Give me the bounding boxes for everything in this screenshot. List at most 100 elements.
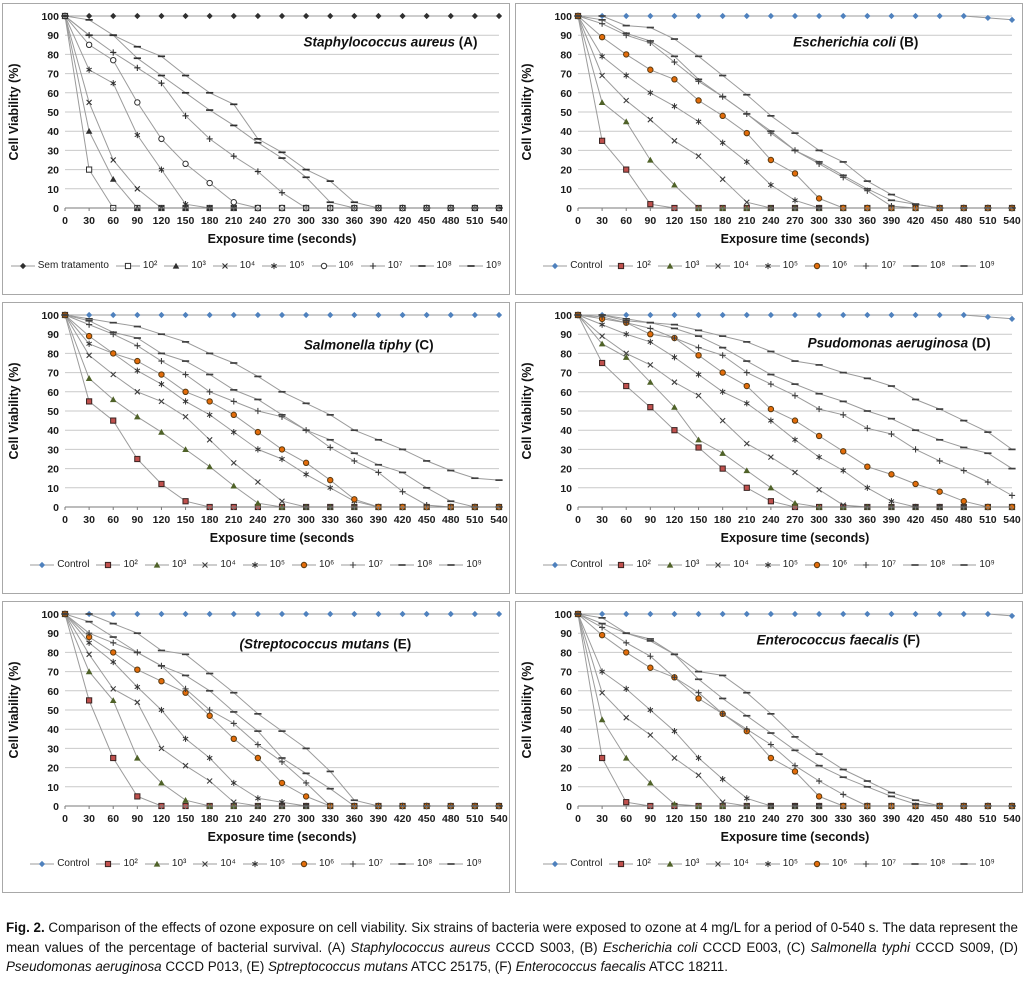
x-marker <box>719 176 726 183</box>
diamond-marker <box>647 610 654 618</box>
diamond-marker <box>912 311 919 319</box>
legend-item: 10⁸ <box>390 559 432 570</box>
y-tick-label: 20 <box>560 464 572 476</box>
circle-marker <box>254 754 262 762</box>
square-marker <box>743 484 750 491</box>
asterisk-marker <box>792 197 798 204</box>
legend-item: 10⁸ <box>409 260 452 271</box>
asterisk-marker <box>719 139 726 146</box>
circle-marker <box>695 97 702 104</box>
x-tick-label: 450 <box>931 215 949 227</box>
x-marker <box>110 371 117 378</box>
diamond-marker <box>984 14 991 22</box>
x-tick-label: 330 <box>321 813 339 825</box>
x-marker <box>206 778 213 784</box>
plus-marker <box>791 392 799 399</box>
x-axis-title: Exposure time (seconds) <box>721 232 870 246</box>
triangle-marker <box>598 340 606 347</box>
x-marker <box>647 116 654 123</box>
y-tick-label: 70 <box>560 368 572 380</box>
asterisk-marker <box>158 166 165 173</box>
x-tick-label: 270 <box>273 813 291 825</box>
asterisk-marker <box>695 371 702 378</box>
asterisk-marker <box>599 668 605 675</box>
x-tick-label: 90 <box>644 215 656 227</box>
plus-marker <box>254 407 261 415</box>
plus-marker <box>350 561 357 568</box>
diamond-marker <box>840 610 847 618</box>
legend-label: 10⁴ <box>220 559 236 570</box>
diamond-marker <box>471 12 478 20</box>
legend-label: 10⁵ <box>269 858 286 869</box>
legend-item: 10³ <box>144 559 186 570</box>
plus-marker <box>888 430 895 438</box>
x-tick-label: 90 <box>131 215 143 227</box>
diamond-marker <box>86 12 93 20</box>
legend-item: 10⁴ <box>212 260 255 271</box>
circle-marker <box>598 33 606 41</box>
x-tick-label: 480 <box>442 514 460 526</box>
diamond-marker <box>936 12 943 20</box>
legend-item: 10⁵ <box>755 858 799 869</box>
legend-label: 10⁵ <box>782 858 799 869</box>
x-tick-label: 510 <box>979 813 997 825</box>
plus-marker <box>230 398 237 405</box>
square-marker <box>767 498 774 505</box>
diamond-marker <box>671 610 678 618</box>
legend-item: Control <box>30 858 89 869</box>
y-tick-label: 10 <box>560 483 572 495</box>
caption-segment: ATCC 18211. <box>645 959 728 975</box>
plus-marker <box>719 352 726 359</box>
legend-item: 10⁴ <box>193 559 236 570</box>
circle-marker <box>302 459 310 467</box>
diamond-marker <box>743 12 750 20</box>
square-marker <box>182 498 189 505</box>
legend-marker-icon <box>952 563 977 566</box>
asterisk-marker <box>647 338 654 345</box>
y-tick-label: 0 <box>566 203 572 215</box>
diamond-marker <box>936 610 943 618</box>
asterisk-marker <box>623 685 630 692</box>
legend-label: 10⁹ <box>979 559 995 570</box>
x-tick-label: 240 <box>249 813 267 825</box>
legend-item: Control <box>543 559 602 570</box>
x-tick-label: 330 <box>834 215 852 227</box>
x-marker <box>816 486 822 493</box>
legend-item: 10² <box>609 260 651 271</box>
diamond-marker <box>552 561 559 568</box>
circle-marker <box>158 371 165 378</box>
legend-label: 10³ <box>191 260 206 271</box>
asterisk-marker <box>271 262 278 269</box>
asterisk-marker <box>647 89 654 96</box>
legend-marker-icon <box>543 860 568 867</box>
x-tick-label: 390 <box>883 215 901 227</box>
chart-svg-a: 0 10 20 30 40 50 60 70 80 90 100 0 30 60 90 120 150 180 21… <box>7 11 508 246</box>
y-tick-label: 80 <box>47 647 59 659</box>
asterisk-marker <box>303 471 309 478</box>
diamond-marker <box>767 311 774 319</box>
legend-label: 10⁹ <box>979 260 995 271</box>
chart-svg-f: 0 10 20 30 40 50 60 70 80 90 100 0 30 60 90 120 150 180 21… <box>520 609 1021 844</box>
triangle-marker <box>671 800 678 807</box>
x-marker <box>671 379 678 386</box>
x-tick-label: 480 <box>442 813 460 825</box>
legend-label: 10² <box>123 559 138 570</box>
triangle-marker <box>182 797 189 803</box>
x-tick-label: 360 <box>346 514 364 526</box>
asterisk-marker <box>599 53 605 60</box>
x-tick-label: 420 <box>394 514 412 526</box>
x-marker <box>134 699 141 706</box>
legend-label: 10³ <box>684 260 700 271</box>
legend-label: 10⁶ <box>832 260 848 271</box>
legend-label: 10⁹ <box>466 559 482 570</box>
diamond-marker <box>695 610 702 618</box>
circle-marker <box>888 471 895 478</box>
diamond-marker <box>599 610 606 618</box>
diamond-marker <box>86 311 93 319</box>
plus-marker <box>816 777 823 785</box>
legend-item: 10⁹ <box>458 260 501 271</box>
chart-panel-d: 0 10 20 30 40 50 60 70 80 90 100 0 30 60 90 120 150 180 21… <box>515 302 1023 594</box>
diamond-marker <box>327 12 334 20</box>
circle-marker <box>767 156 775 164</box>
asterisk-marker <box>182 201 189 208</box>
